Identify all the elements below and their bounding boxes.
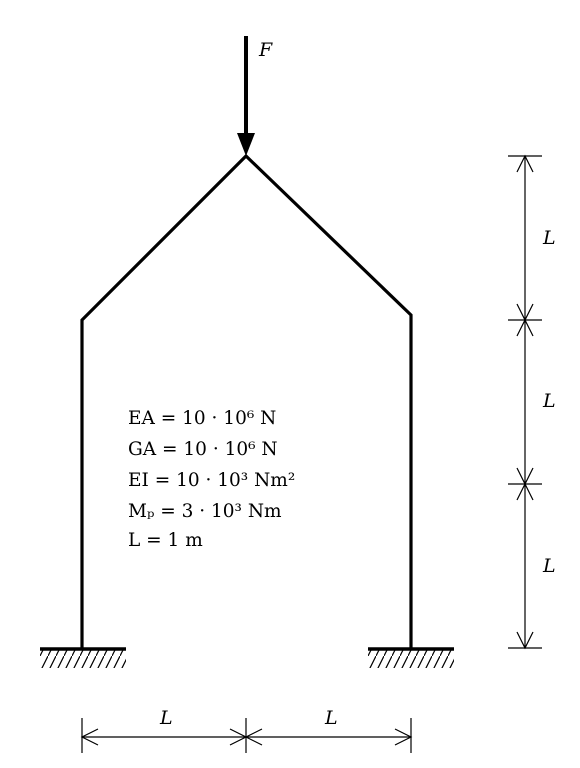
left-fixed-support bbox=[40, 647, 126, 668]
property-l: L = 1 m bbox=[128, 530, 203, 551]
load-label: F bbox=[258, 39, 273, 61]
load-arrow bbox=[237, 36, 255, 156]
vertical-dimension bbox=[508, 154, 542, 650]
property-ea: EA = 10 · 10⁶ N bbox=[128, 408, 276, 429]
property-ga: GA = 10 · 10⁶ N bbox=[128, 439, 278, 460]
dim-label-h1: L bbox=[159, 707, 173, 729]
property-ei: EI = 10 · 10³ Nm² bbox=[128, 470, 295, 491]
properties-block: EA = 10 · 10⁶ N GA = 10 · 10⁶ N EI = 10 … bbox=[128, 408, 295, 551]
dim-label-h2: L bbox=[324, 707, 338, 729]
dim-label-v2: L bbox=[542, 390, 556, 412]
dim-label-v3: L bbox=[542, 555, 556, 577]
frame-structure bbox=[80, 153, 413, 648]
horizontal-dimension bbox=[80, 718, 413, 753]
property-mp: Mₚ = 3 · 10³ Nm bbox=[128, 501, 282, 522]
right-fixed-support bbox=[368, 647, 454, 668]
dim-label-v1: L bbox=[542, 227, 556, 249]
